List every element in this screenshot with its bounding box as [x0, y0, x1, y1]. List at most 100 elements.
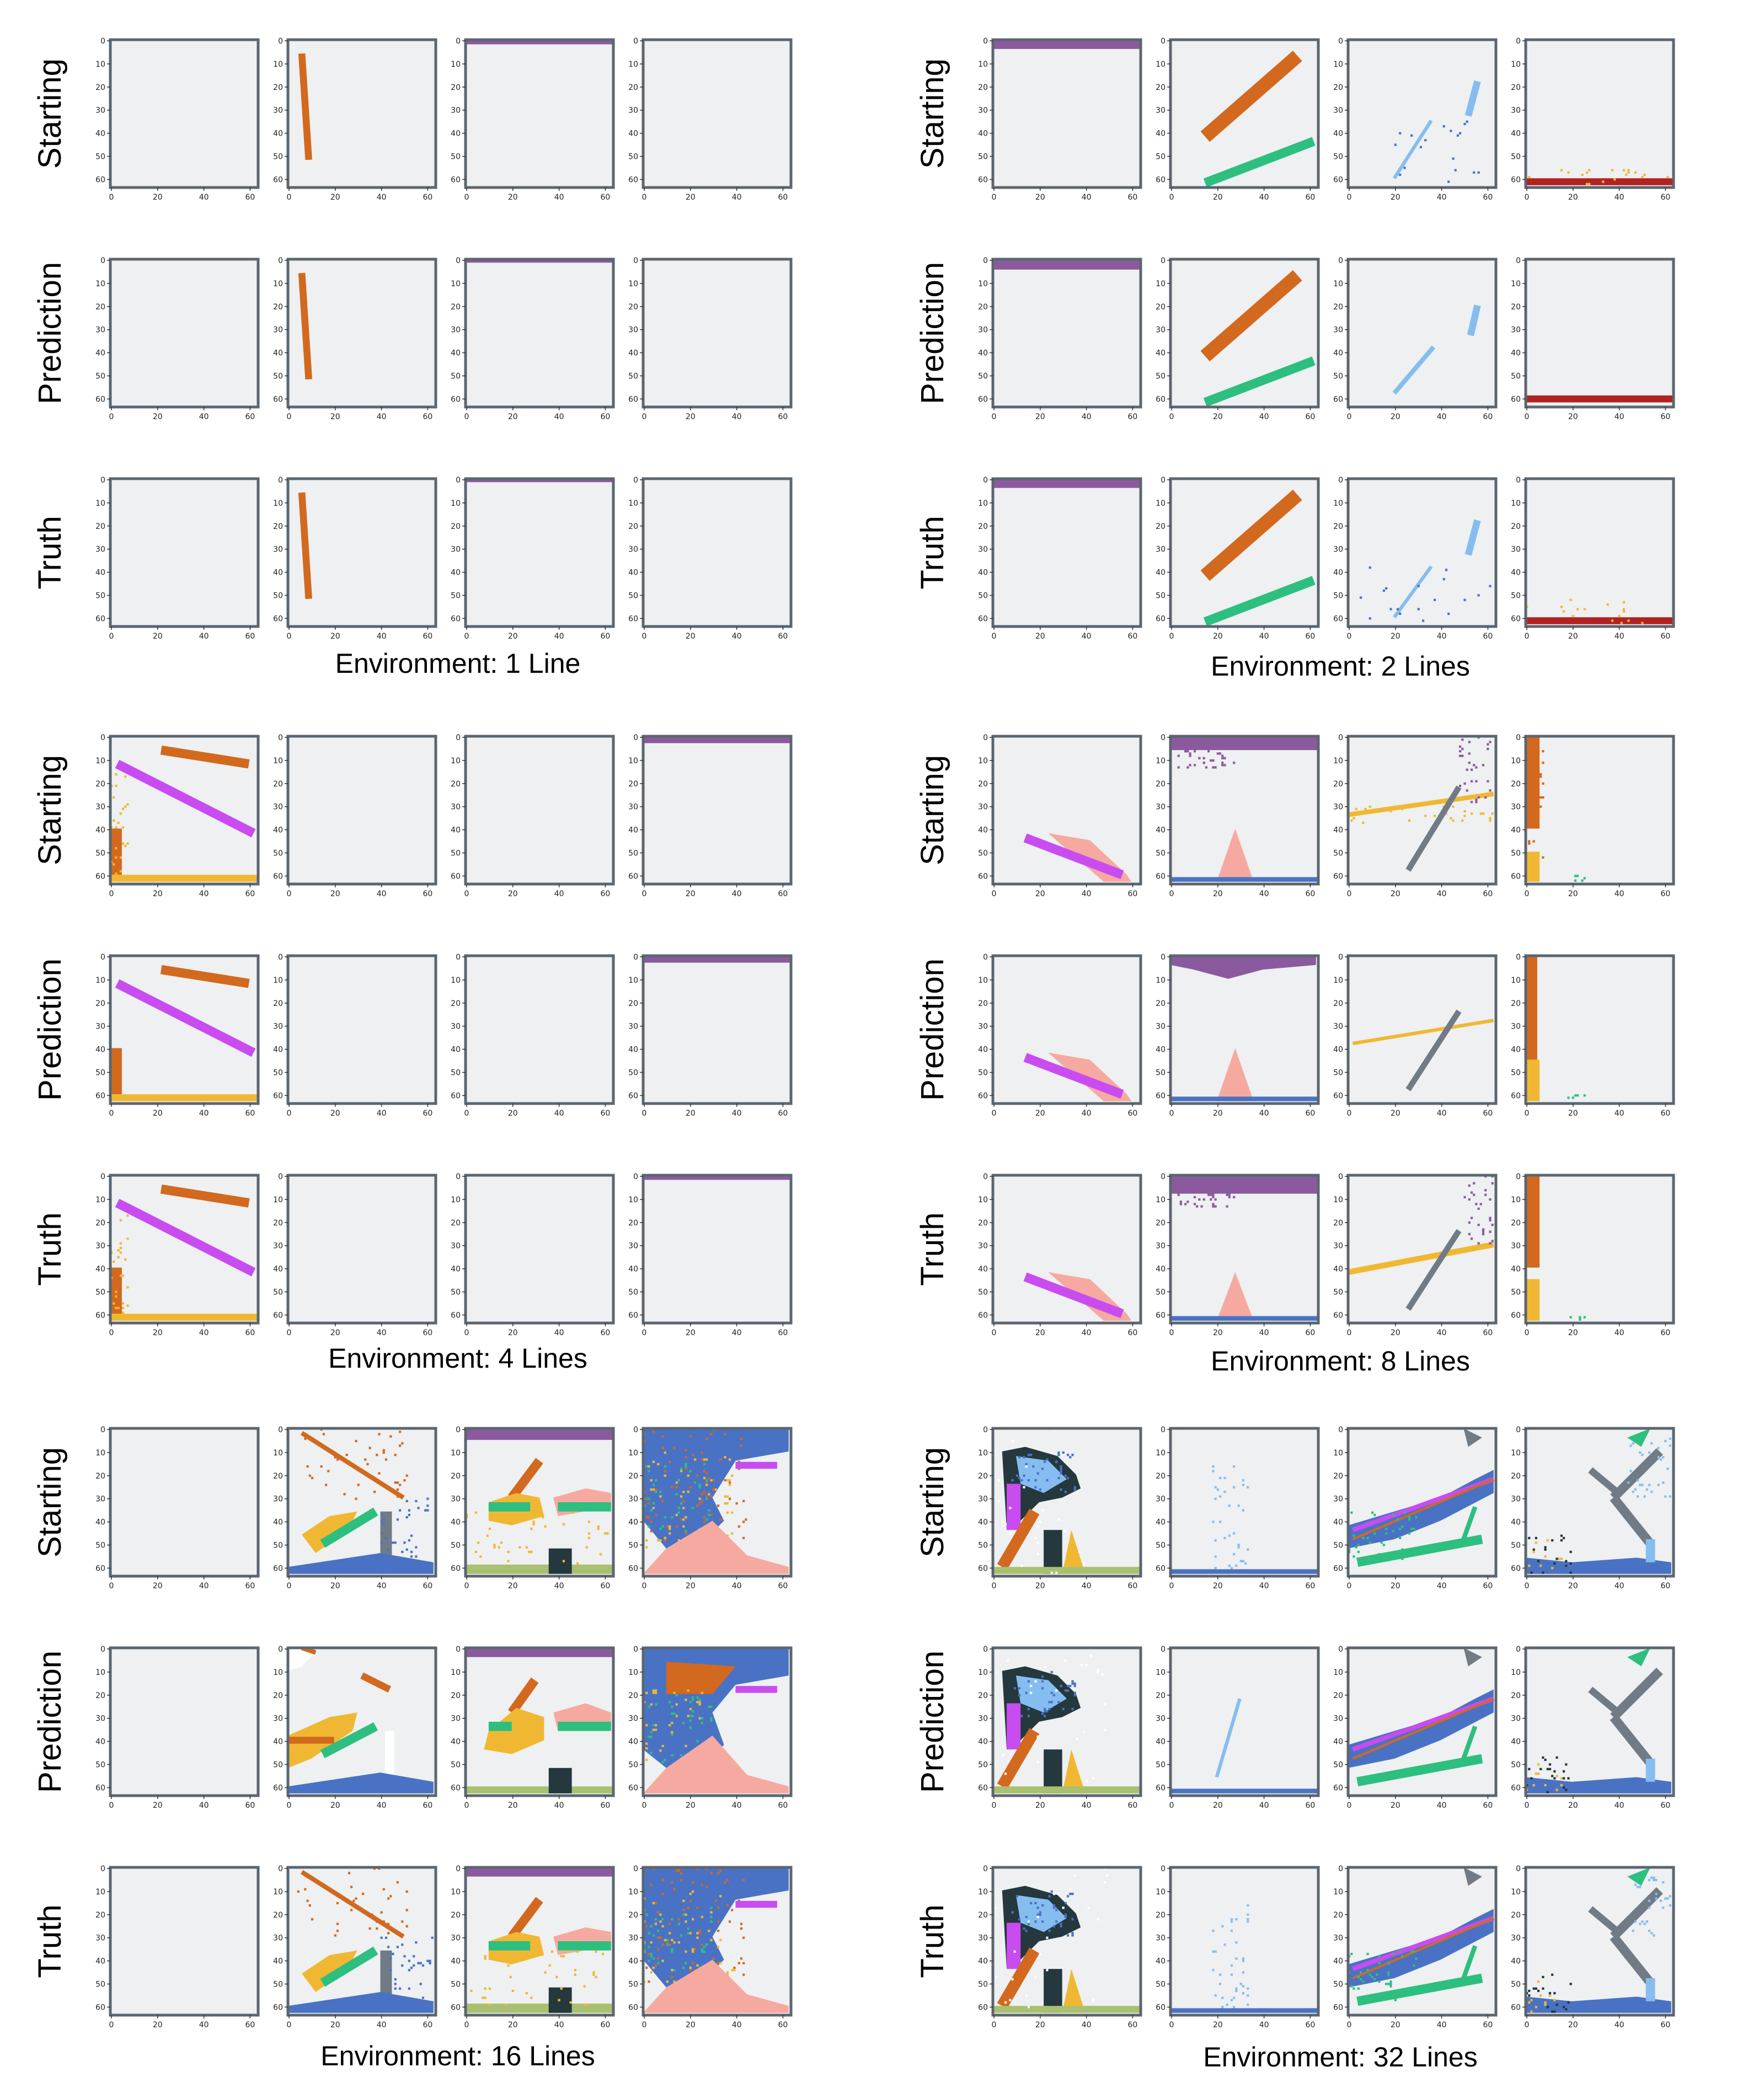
panel-background — [1348, 479, 1496, 626]
cell-dot — [671, 1516, 673, 1519]
panel-frame — [991, 258, 1142, 409]
cell-dot — [717, 1946, 720, 1948]
cell-dot — [403, 1955, 406, 1958]
cell-dot — [350, 1886, 353, 1888]
cell-dot — [396, 1488, 399, 1491]
row-label: Starting — [32, 1447, 68, 1557]
cell-dot — [1212, 766, 1215, 769]
cell-line — [1461, 1506, 1478, 1540]
cell-dot — [1050, 1670, 1053, 1674]
cell-dot — [1221, 754, 1224, 757]
cell-dot — [1184, 750, 1187, 753]
cell-dot — [694, 1458, 697, 1461]
cell-dot — [1233, 1996, 1236, 1999]
y-tick-label: 30 — [1156, 1495, 1166, 1504]
cell-dot — [650, 1736, 653, 1738]
cell-dot — [304, 1437, 307, 1440]
y-tick-label: 40 — [1333, 826, 1343, 835]
cell-dot — [1233, 762, 1236, 764]
panel-frame — [109, 954, 260, 1105]
y-tick-label: 50 — [628, 1541, 638, 1550]
cell-dot — [1186, 766, 1189, 769]
cell-dot — [595, 1950, 597, 1953]
cell-dot — [399, 1444, 402, 1447]
cell-dot — [1207, 1193, 1210, 1196]
y-tick-label: 20 — [1156, 522, 1166, 531]
y-tick-label: 50 — [1511, 1288, 1521, 1297]
x-tick-label: 60 — [423, 413, 433, 421]
cell-dot — [1560, 1534, 1563, 1537]
y-tick-label: 60 — [273, 175, 283, 184]
cell-dot — [399, 2006, 402, 2009]
x-tick-label: 60 — [1661, 1801, 1671, 1810]
cell-region — [1062, 1749, 1086, 1793]
cell-dot — [671, 1754, 673, 1756]
cell-dot — [1456, 134, 1459, 137]
y-tick-label: 0 — [278, 37, 283, 46]
cell-line — [1200, 50, 1302, 142]
cell-dot — [654, 1691, 658, 1694]
cell-dot — [126, 1238, 129, 1240]
cell-band — [993, 40, 1141, 49]
y-tick-label: 50 — [273, 1980, 283, 1989]
cell-dot — [1530, 1999, 1533, 2001]
cell-dot — [654, 1902, 658, 1904]
y-tick-label: 10 — [1156, 280, 1166, 288]
y-tick-label: 0 — [100, 953, 105, 962]
x-tick-label: 40 — [1082, 632, 1092, 641]
x-tick-label: 0 — [109, 193, 114, 202]
y-tick-label: 20 — [978, 1911, 988, 1920]
y-tick-label: 0 — [633, 37, 638, 46]
cell-dot — [669, 1943, 671, 1946]
x-tick-label: 60 — [1128, 1582, 1138, 1590]
cell-dot — [1057, 1701, 1060, 1704]
cell-dot — [1569, 1571, 1572, 1574]
cell-dot — [1542, 1987, 1544, 1990]
y-tick-label: 0 — [1516, 733, 1521, 742]
y-tick-label: 0 — [983, 256, 988, 265]
cell-dot — [740, 1957, 743, 1960]
cell-dot — [1567, 2001, 1570, 2004]
y-tick-label: 30 — [628, 1495, 638, 1504]
x-tick-label: 60 — [778, 1582, 788, 1590]
y-tick-label: 20 — [628, 1219, 638, 1228]
cell-dot — [1482, 1228, 1485, 1231]
cell-dot — [1057, 1518, 1060, 1521]
cell-dot — [585, 2004, 588, 2006]
x-tick-label: 60 — [1306, 632, 1316, 641]
cell-dot — [121, 842, 125, 845]
cell-dot — [645, 1691, 648, 1694]
cell-dot — [380, 1541, 383, 1544]
cell-dot — [1454, 169, 1457, 172]
cell-dot — [1036, 1541, 1039, 1544]
x-tick-label: 40 — [199, 413, 209, 421]
cell-dot — [1551, 1539, 1554, 1542]
cell-dot — [1355, 807, 1357, 810]
cell-dot — [1569, 598, 1572, 601]
cell-dot — [724, 1495, 726, 1498]
cell-dot — [1641, 1484, 1644, 1486]
panel-background — [643, 259, 791, 407]
y-tick-label: 10 — [1333, 60, 1343, 69]
y-tick-label: 30 — [628, 106, 638, 115]
cell-dot — [680, 1470, 683, 1472]
x-tick-label: 40 — [732, 2021, 742, 2029]
cell-dot — [410, 1967, 413, 1969]
panel-frame — [286, 735, 437, 886]
cell-dot — [1466, 120, 1468, 123]
x-tick-label: 20 — [1568, 413, 1578, 421]
cell-dot — [1569, 1983, 1572, 1985]
y-tick-label: 0 — [1338, 1426, 1343, 1434]
cell-dot — [1011, 1978, 1014, 1981]
cell-dot — [1247, 2004, 1249, 2006]
panel-frame — [642, 1646, 793, 1797]
y-tick-label: 0 — [100, 1865, 105, 1873]
y-tick-label: 60 — [628, 175, 638, 184]
cell-dot — [1027, 1715, 1030, 1717]
cell-dot — [382, 1451, 385, 1454]
environment-caption: Environment: 2 Lines — [1211, 651, 1470, 682]
